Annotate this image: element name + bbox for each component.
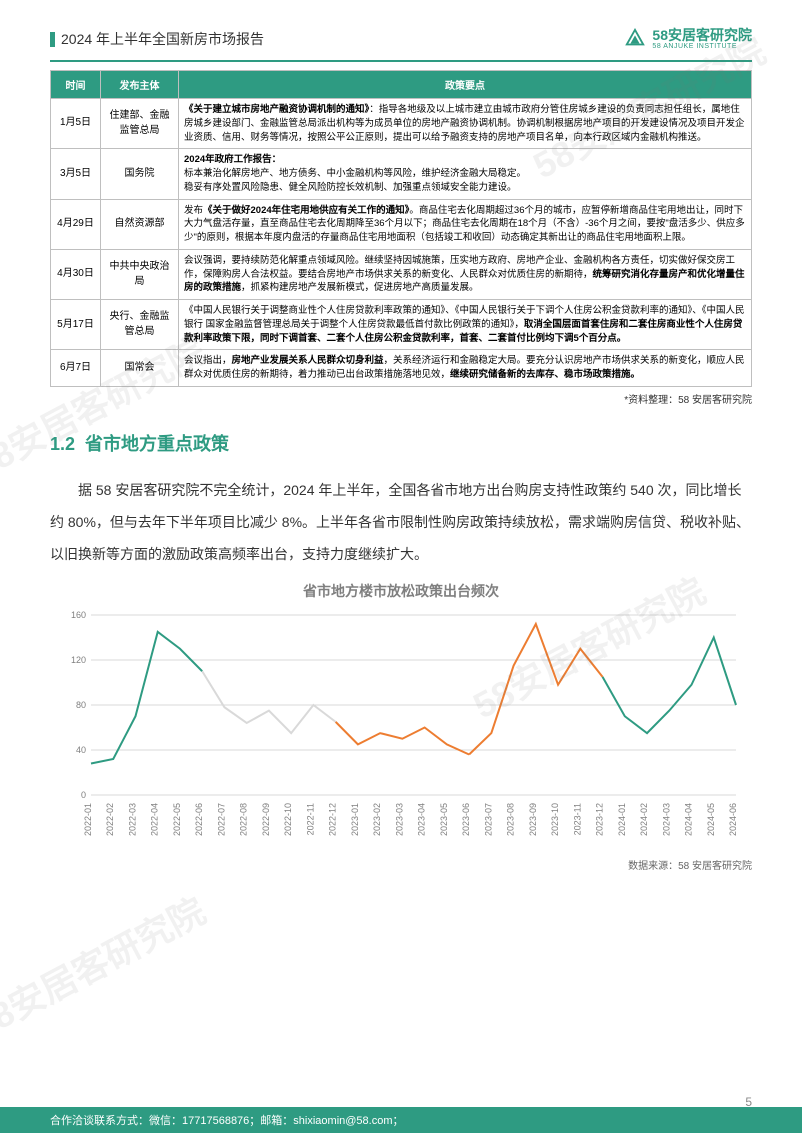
cell-issuer: 住建部、金融监管总局 — [101, 99, 179, 149]
chart-container: 省市地方楼市放松政策出台频次 0 40 80 120 160 2022-01 2022-02… — [50, 581, 752, 872]
svg-text:2023-02: 2023-02 — [372, 803, 382, 836]
watermark: 58安居客研究院 — [0, 883, 213, 1049]
logo-icon — [624, 28, 646, 50]
table-row: 1月5日 住建部、金融监管总局 《关于建立城市房地产融资协调机制的通知》：指导各… — [51, 99, 752, 149]
page-root: 58安居客研究院 58安居客研究院 58安居客研究院 58安居客研究院 2024… — [0, 0, 802, 1133]
svg-text:2022-11: 2022-11 — [305, 803, 315, 835]
svg-text:2024-02: 2024-02 — [639, 803, 649, 836]
cell-issuer: 中共中央政治局 — [101, 249, 179, 299]
cell-date: 5月17日 — [51, 300, 101, 350]
cell-date: 4月30日 — [51, 249, 101, 299]
svg-text:2023-03: 2023-03 — [394, 803, 404, 836]
cell-date: 4月29日 — [51, 199, 101, 249]
cell-content: 发布《关于做好2024年住宅用地供应有关工作的通知》。商品住宅去化周期超过36个… — [179, 199, 752, 249]
brand-logo: 58安居客研究院 58 ANJUKE INSTITUTE — [624, 28, 752, 50]
svg-text:2024-01: 2024-01 — [617, 803, 627, 836]
svg-text:2023-09: 2023-09 — [528, 803, 538, 836]
svg-text:2022-07: 2022-07 — [216, 803, 226, 836]
cell-issuer: 央行、金融监管总局 — [101, 300, 179, 350]
cell-content: 会议指出，房地产业发展关系人民群众切身利益，关系经济运行和金融稳定大局。要充分认… — [179, 350, 752, 387]
table-row: 3月5日 国务院 2024年政府工作报告：标本兼治化解房地产、地方债务、中小金融… — [51, 149, 752, 199]
table-row: 6月7日 国常会 会议指出，房地产业发展关系人民群众切身利益，关系经济运行和金融… — [51, 350, 752, 387]
svg-text:2022-02: 2022-02 — [105, 803, 115, 836]
svg-text:2023-12: 2023-12 — [595, 803, 605, 836]
chart-source: 数据来源：58 安居客研究院 — [50, 857, 752, 872]
th-date: 时间 — [51, 71, 101, 99]
logo-subtext: 58 ANJUKE INSTITUTE — [652, 43, 752, 50]
cell-date: 1月5日 — [51, 99, 101, 149]
table-row: 4月30日 中共中央政治局 会议强调，要持续防范化解重点领域风险。继续坚持因城施… — [51, 249, 752, 299]
policy-table: 时间 发布主体 政策要点 1月5日 住建部、金融监管总局 《关于建立城市房地产融… — [50, 70, 752, 387]
svg-text:2024-03: 2024-03 — [661, 803, 671, 836]
report-title-bar: 2024 年上半年全国新房市场报告 — [50, 29, 264, 49]
section-title: 省市地方重点政策 — [85, 434, 229, 454]
report-title: 2024 年上半年全国新房市场报告 — [61, 29, 264, 49]
th-issuer: 发布主体 — [101, 71, 179, 99]
svg-text:2022-01: 2022-01 — [83, 803, 93, 836]
table-source: *资料整理：58 安居客研究院 — [50, 391, 752, 406]
svg-text:2022-03: 2022-03 — [127, 803, 137, 836]
table-row: 4月29日 自然资源部 发布《关于做好2024年住宅用地供应有关工作的通知》。商… — [51, 199, 752, 249]
line-chart: 0 40 80 120 160 2022-01 2022-02 2022-03 2022-04 2… — [56, 605, 746, 855]
paragraph: 据 58 安居客研究院不完全统计，2024 年上半年，全国各省市地方出台购房支持… — [50, 474, 752, 571]
svg-text:2022-09: 2022-09 — [261, 803, 271, 836]
header-divider — [50, 60, 752, 62]
cell-issuer: 国常会 — [101, 350, 179, 387]
svg-text:2024-04: 2024-04 — [684, 803, 694, 836]
body-text: 据 58 安居客研究院不完全统计，2024 年上半年，全国各省市地方出台购房支持… — [50, 474, 752, 571]
svg-text:2023-05: 2023-05 — [439, 803, 449, 836]
cell-issuer: 国务院 — [101, 149, 179, 199]
svg-text:2022-04: 2022-04 — [150, 803, 160, 836]
section-heading: 1.2 省市地方重点政策 — [50, 430, 752, 456]
svg-text:2022-06: 2022-06 — [194, 803, 204, 836]
svg-text:40: 40 — [76, 745, 86, 755]
svg-text:2022-08: 2022-08 — [239, 803, 249, 836]
cell-content: 《中国人民银行关于调整商业性个人住房贷款利率政策的通知》、《中国人民银行关于下调… — [179, 300, 752, 350]
logo-text: 58安居客研究院 — [652, 28, 752, 43]
svg-text:0: 0 — [81, 790, 86, 800]
page-footer: 合作洽谈联系方式：微信：17717568876；邮箱：shixiaomin@58… — [0, 1107, 802, 1133]
svg-text:2022-12: 2022-12 — [328, 803, 338, 836]
page-header: 2024 年上半年全国新房市场报告 58安居客研究院 58 ANJUKE INS… — [50, 28, 752, 50]
svg-text:2022-10: 2022-10 — [283, 803, 293, 836]
section-number: 1.2 — [50, 434, 75, 454]
svg-text:2023-04: 2023-04 — [417, 803, 427, 836]
svg-text:2022-05: 2022-05 — [172, 803, 182, 836]
title-marker — [50, 32, 55, 47]
cell-date: 6月7日 — [51, 350, 101, 387]
svg-text:2024-05: 2024-05 — [706, 803, 716, 836]
svg-text:2024-06: 2024-06 — [728, 803, 738, 836]
cell-content: 2024年政府工作报告：标本兼治化解房地产、地方债务、中小金融机构等风险，维护经… — [179, 149, 752, 199]
svg-text:2023-06: 2023-06 — [461, 803, 471, 836]
svg-text:2023-08: 2023-08 — [506, 803, 516, 836]
svg-text:2023-01: 2023-01 — [350, 803, 360, 836]
footer-contact: 合作洽谈联系方式：微信：17717568876；邮箱：shixiaomin@58… — [50, 1112, 404, 1128]
svg-text:160: 160 — [71, 610, 86, 620]
table-row: 5月17日 央行、金融监管总局 《中国人民银行关于调整商业性个人住房贷款利率政策… — [51, 300, 752, 350]
svg-text:120: 120 — [71, 655, 86, 665]
svg-text:2023-07: 2023-07 — [483, 803, 493, 836]
svg-text:2023-10: 2023-10 — [550, 803, 560, 836]
svg-text:80: 80 — [76, 700, 86, 710]
cell-issuer: 自然资源部 — [101, 199, 179, 249]
cell-content: 会议强调，要持续防范化解重点领域风险。继续坚持因城施策，压实地方政府、房地产企业… — [179, 249, 752, 299]
th-content: 政策要点 — [179, 71, 752, 99]
svg-text:2023-11: 2023-11 — [572, 803, 582, 835]
cell-date: 3月5日 — [51, 149, 101, 199]
chart-title: 省市地方楼市放松政策出台频次 — [50, 581, 752, 601]
cell-content: 《关于建立城市房地产融资协调机制的通知》：指导各地级及以上城市建立由城市政府分管… — [179, 99, 752, 149]
